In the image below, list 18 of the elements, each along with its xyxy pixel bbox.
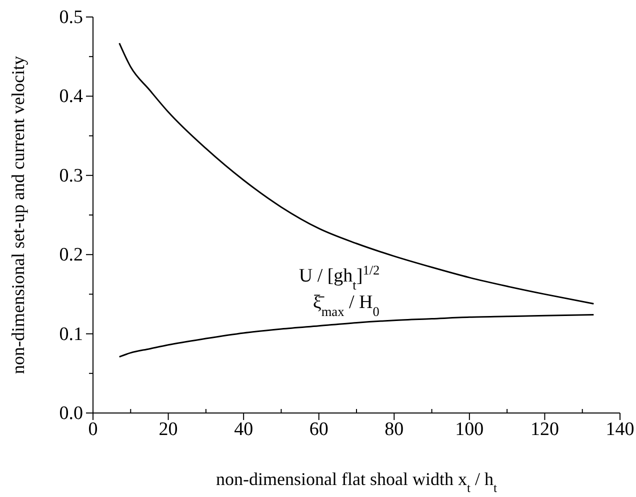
- y-tick-label: 0.1: [59, 324, 83, 345]
- y-tick-label: 0.4: [59, 86, 84, 108]
- series-label: U / [gh$_{t}$]$^{1/2}$: [298, 262, 380, 292]
- y-tick-label: 0.0: [59, 403, 83, 424]
- x-tick-label: 80: [384, 419, 404, 440]
- x-tick-label: 20: [158, 419, 178, 440]
- y-tick-label: 0.2: [59, 244, 83, 266]
- x-tick-label: 60: [309, 419, 328, 440]
- x-tick-label: 100: [455, 419, 484, 440]
- x-tick-label: 120: [530, 419, 559, 440]
- series-label: ξ̄$_{max}$ / H$_{0}$: [312, 292, 380, 318]
- x-tick-label: 140: [606, 419, 634, 440]
- y-tick-label: 0.5: [59, 7, 83, 28]
- y-tick-label: 0.3: [59, 165, 83, 186]
- x-axis-title: non-dimensional flat shoal width x$_{t}$ / h$_{t}$: [216, 469, 498, 495]
- x-tick-label: 0: [88, 419, 98, 440]
- y-axis-title: non-dimensional set-up and current velocity: [8, 56, 28, 374]
- x-tick-label: 40: [234, 419, 254, 440]
